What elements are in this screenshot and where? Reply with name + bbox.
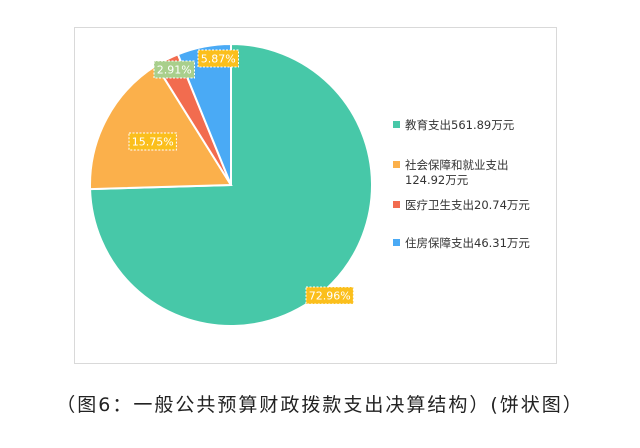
- legend-item-1: 教育支出561.89万元: [393, 118, 515, 132]
- legend-swatch: [393, 161, 400, 168]
- data-label-box: [153, 60, 195, 79]
- data-label-4: 5.87%: [197, 49, 239, 68]
- data-label-text: 2.91%: [157, 64, 192, 77]
- pie-chart: 72.96%15.75%2.91%5.87%教育支出561.89万元社会保障和就…: [89, 42, 530, 327]
- legend-label: 教育支出561.89万元: [405, 118, 515, 132]
- data-label-1: 72.96%: [305, 286, 354, 305]
- legend-label: 124.92万元: [405, 173, 469, 187]
- pie-slice-2: [89, 64, 233, 191]
- legend-swatch: [393, 201, 400, 208]
- legend-label: 住房保障支出46.31万元: [405, 236, 530, 250]
- chart-frame: 72.96% 15.75% 2.91% 5.87% 教育支出561.89万元 社会保障和就…: [74, 27, 557, 364]
- data-label-box: [128, 132, 177, 151]
- data-label-text: 5.87%: [201, 53, 236, 66]
- data-label-box: [305, 286, 354, 305]
- legend-item-3: 医疗卫生支出20.74万元: [393, 198, 530, 212]
- data-label-2: 15.75%: [128, 132, 177, 151]
- figure-caption: （图6：一般公共预算财政拨款支出决算结构）(饼状图）: [56, 394, 584, 416]
- pie-slice-1: [89, 42, 373, 327]
- legend-label: 社会保障和就业支出: [405, 158, 509, 172]
- legend-item-4: 住房保障支出46.31万元: [393, 236, 530, 250]
- legend-swatch: [393, 239, 400, 246]
- data-label-text: 72.96%: [309, 290, 351, 303]
- data-label-text: 15.75%: [132, 136, 174, 149]
- legend-label: 医疗卫生支出20.74万元: [405, 198, 530, 212]
- legend-swatch: [393, 121, 400, 128]
- pie-slice-4: [176, 42, 232, 186]
- data-label-box: [197, 49, 239, 68]
- data-label-3: 2.91%: [153, 60, 195, 79]
